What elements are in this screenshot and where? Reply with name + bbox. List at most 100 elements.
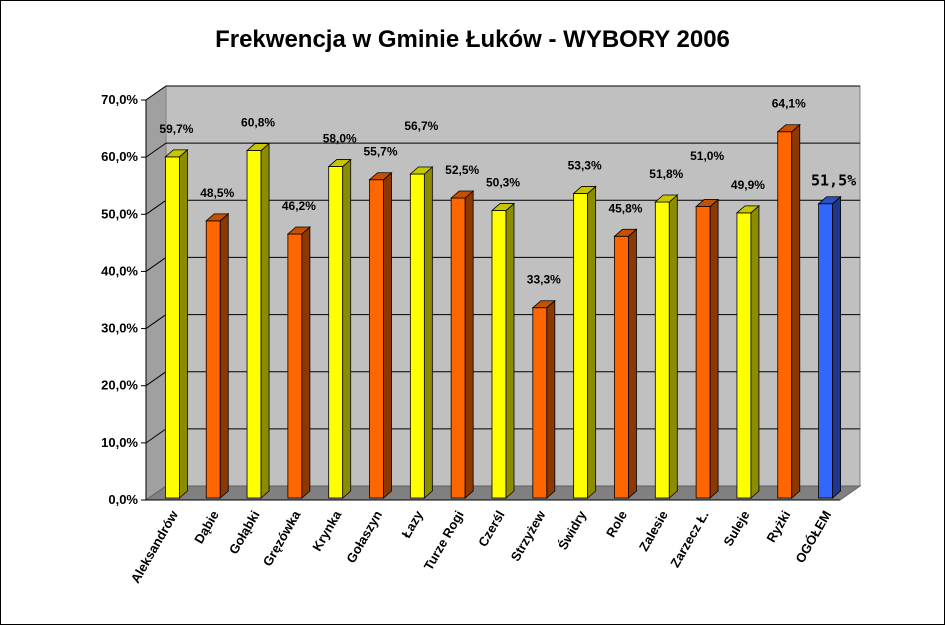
category-label: Gołąbki: [226, 508, 263, 557]
bar-side: [219, 212, 229, 499]
data-label: 60,8%: [241, 116, 275, 130]
bar-top: [286, 226, 311, 235]
bar: [818, 203, 833, 499]
bar-top: [327, 159, 352, 167]
bar-side: [587, 185, 597, 499]
bar-top: [368, 172, 393, 181]
category-label: Suleje: [720, 508, 752, 549]
bar-side: [791, 123, 801, 499]
bar-side: [179, 148, 188, 499]
gridline-side: [145, 142, 167, 158]
bar: [491, 210, 507, 499]
data-label: 64,1%: [772, 97, 806, 111]
gridline-side: [145, 199, 167, 215]
bar-top: [245, 143, 271, 151]
gridline-side: [145, 371, 167, 387]
bar: [287, 233, 303, 499]
data-label: 50,3%: [486, 176, 520, 190]
category-label: Krynka: [309, 507, 344, 553]
category-label: Strzyżew: [508, 507, 549, 563]
category-label: Ryżki: [763, 508, 793, 545]
bar: [695, 206, 711, 499]
data-label: 51,0%: [690, 149, 724, 163]
data-label: 49,9%: [731, 178, 765, 192]
gridline-side: [145, 428, 167, 444]
bar-side: [750, 204, 760, 499]
y-tick-label: 40,0%: [101, 263, 138, 278]
gridline-side: [145, 85, 167, 101]
category-label: Turze Rogi: [421, 508, 467, 573]
data-label: 46,2%: [282, 199, 316, 213]
bar: [777, 131, 793, 499]
data-label: 53,3%: [568, 158, 602, 172]
bar: [614, 235, 629, 499]
data-label: 48,5%: [200, 186, 234, 200]
bar-top: [409, 166, 434, 175]
category-label: Dąbie: [191, 508, 222, 546]
category-label: Role: [603, 508, 630, 540]
bar-top: [205, 213, 230, 222]
category-label: OGÓŁEM: [792, 508, 834, 566]
category-label: Aleksandrów: [128, 507, 182, 585]
y-tick-label: 50,0%: [101, 206, 138, 221]
category-label: Gołaszyn: [343, 508, 385, 566]
bar-top: [164, 149, 189, 158]
bar: [532, 307, 548, 499]
bar: [736, 212, 752, 499]
y-tick-label: 0,0%: [108, 492, 138, 507]
data-label: 59,7%: [159, 122, 193, 136]
bar: [165, 156, 180, 499]
bar-side: [628, 228, 637, 499]
bar-side: [546, 299, 556, 499]
bar-side: [668, 194, 678, 499]
bar-top: [531, 300, 556, 309]
bar-side: [342, 158, 352, 499]
bar-top: [776, 124, 801, 133]
chart-title: Frekwencja w Gminie Łuków - WYBORY 2006: [215, 26, 730, 53]
category-label: Zarzecz Ł.: [667, 508, 711, 570]
bar-side: [301, 226, 311, 499]
bar-side: [464, 190, 474, 499]
category-label: Świdry: [555, 507, 590, 552]
y-tick-label: 10,0%: [101, 435, 138, 450]
category-label: Zalesie: [636, 508, 671, 554]
bar: [654, 201, 670, 499]
bar: [246, 150, 262, 499]
bar-side: [383, 171, 392, 499]
y-tick-label: 30,0%: [101, 321, 138, 336]
bar-top: [654, 194, 679, 203]
gridline-side: [145, 314, 167, 329]
bar-side: [709, 198, 719, 499]
gridline-side: [145, 257, 167, 272]
data-label: 52,5%: [445, 163, 479, 177]
bar: [409, 173, 425, 499]
data-label: 58,0%: [323, 132, 357, 146]
category-label: Gręzówka: [260, 507, 304, 568]
bar: [450, 197, 466, 499]
category-label: Czerśl: [475, 508, 508, 549]
bar-side: [832, 195, 841, 499]
bar-side: [423, 166, 433, 499]
data-label: 56,7%: [404, 119, 438, 133]
data-label: 33,3%: [527, 273, 561, 287]
bar: [369, 179, 384, 499]
side-wall: [145, 85, 167, 501]
bar-top: [490, 203, 516, 211]
bar: [573, 193, 589, 499]
bar: [328, 166, 344, 499]
bar-top: [695, 199, 720, 207]
data-label: 51,8%: [649, 167, 683, 181]
bar-top: [450, 190, 475, 199]
bar-top: [735, 205, 761, 214]
data-label: 55,7%: [364, 145, 398, 159]
data-label: 51,5%: [811, 172, 856, 190]
bar-top: [613, 228, 638, 237]
y-tick-label: 20,0%: [101, 378, 138, 393]
y-tick-label: 60,0%: [101, 149, 138, 164]
category-label: Łazy: [399, 507, 427, 540]
bar-side: [505, 202, 515, 499]
bar-side: [260, 142, 270, 499]
bar-top: [572, 186, 597, 194]
data-label: 45,8%: [608, 201, 642, 215]
